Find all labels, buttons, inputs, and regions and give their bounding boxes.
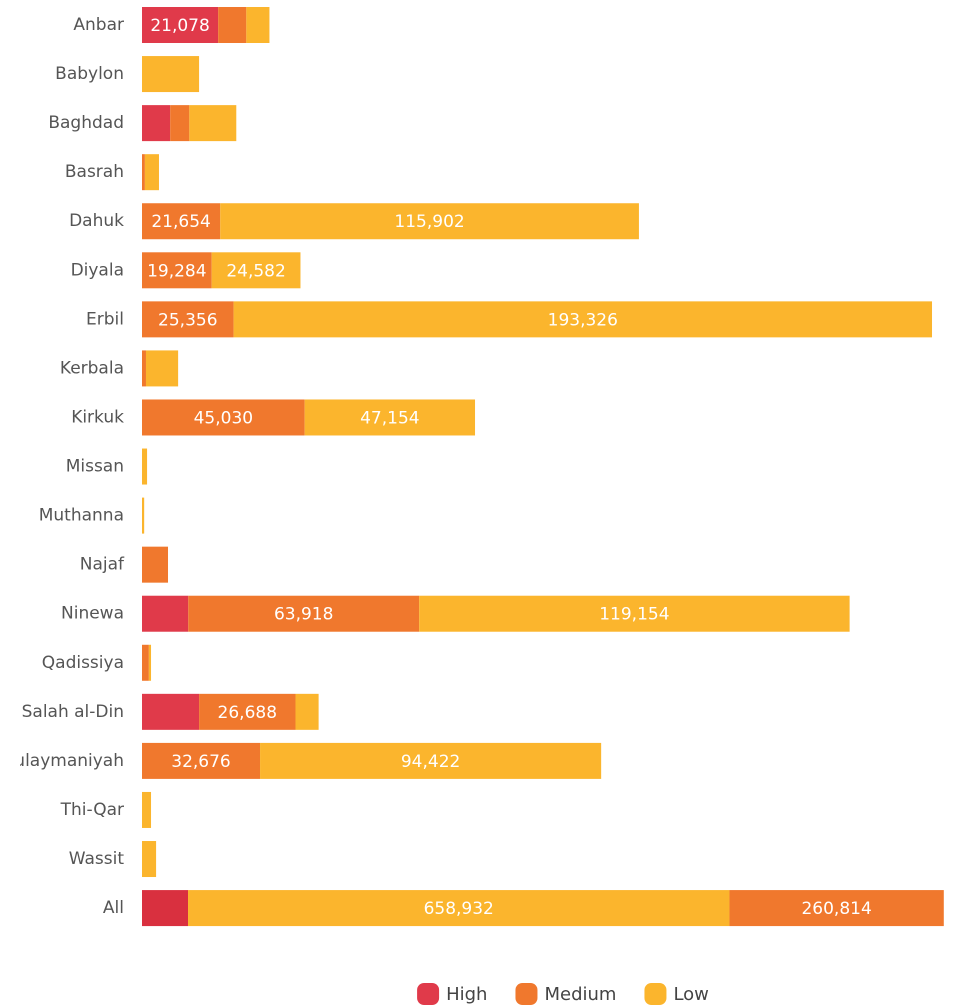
bar-segment [246,7,270,43]
category-label: Ninewa [61,604,124,624]
category-label: Wassit [69,849,125,869]
bar-segment [199,693,296,730]
data-label: 45,030 [194,408,253,428]
category-label: Babylon [55,64,124,84]
legend-marker [515,983,538,1005]
legend: High Medium Low [417,983,709,1005]
legend-marker [644,983,667,1005]
bar-segment [144,154,159,191]
data-label: 260,814 [801,899,871,919]
bar-segment [218,7,247,43]
bar-segment [142,399,305,436]
data-label: 26,688 [218,703,277,723]
bar-segment [142,841,157,878]
data-label: 47,154 [360,408,419,428]
bar-segment [142,252,212,289]
category-label: Kerbala [60,358,124,378]
bar-segment [142,105,171,142]
bar-segment [170,105,190,142]
bar-segment [419,595,850,632]
category-label: Anbar [73,15,124,35]
bar-segment [295,693,319,730]
category-label: Sulaymaniyah [4,751,125,771]
category-label: Baghdad [48,113,124,133]
bar-segment [142,350,146,387]
bar-segment [142,693,200,730]
category-label: All [103,898,124,918]
bar-segment [142,595,189,632]
bar-segment [142,154,145,191]
legend-label: Medium [544,984,616,1005]
bar-segment [189,105,237,142]
bar-segment [148,644,152,681]
category-labels: Anbar Babylon Baghdad Basrah Dahuk Diyala Erbi… [4,15,125,918]
category-label: Muthanna [39,506,124,526]
bar-segment [729,890,944,927]
bar-segment [142,448,148,485]
bar-segment [145,350,179,387]
data-label: 94,422 [401,752,460,772]
bar-segment [142,56,200,93]
category-label: Thi-Qar [60,800,124,820]
bar-segment [142,644,149,681]
category-label: Qadissiya [42,653,124,673]
category-label: Salah al-Din [22,702,124,722]
category-label: Missan [66,457,124,477]
category-label: Diyala [71,260,124,280]
category-label: Erbil [86,309,124,329]
data-label: 25,356 [158,310,217,330]
legend-label: High [446,984,487,1005]
bar-segment [142,791,152,828]
data-label: 21,078 [150,16,209,36]
data-label: 193,326 [548,310,618,330]
bar-segment [304,399,476,436]
bar-segment [142,203,221,240]
bar-segment [211,252,301,289]
bar-segment [220,203,639,240]
data-label: 119,154 [599,605,669,625]
data-label: 32,676 [171,752,230,772]
bar-segment [260,742,602,779]
category-label: Kirkuk [71,407,124,427]
bar-segment [142,546,169,583]
bar-segment [142,742,261,779]
legend-marker [417,983,440,1005]
legend-label: Low [673,984,708,1005]
category-label: Najaf [80,555,125,575]
data-label: 19,284 [147,261,206,281]
bar-segment [142,497,145,534]
data-label: 24,582 [226,261,285,281]
bar-segment [142,890,189,927]
bar-segment [188,595,420,632]
category-label: Dahuk [69,211,124,231]
bar-segment [142,7,219,43]
category-label: Basrah [65,162,124,182]
data-label: 115,902 [394,212,464,232]
bar-segment [233,301,933,338]
data-label: 658,932 [424,899,494,919]
bar-segment [142,301,234,338]
data-label: 63,918 [274,605,333,625]
data-label: 21,654 [151,212,210,232]
bar-segment [188,890,730,927]
